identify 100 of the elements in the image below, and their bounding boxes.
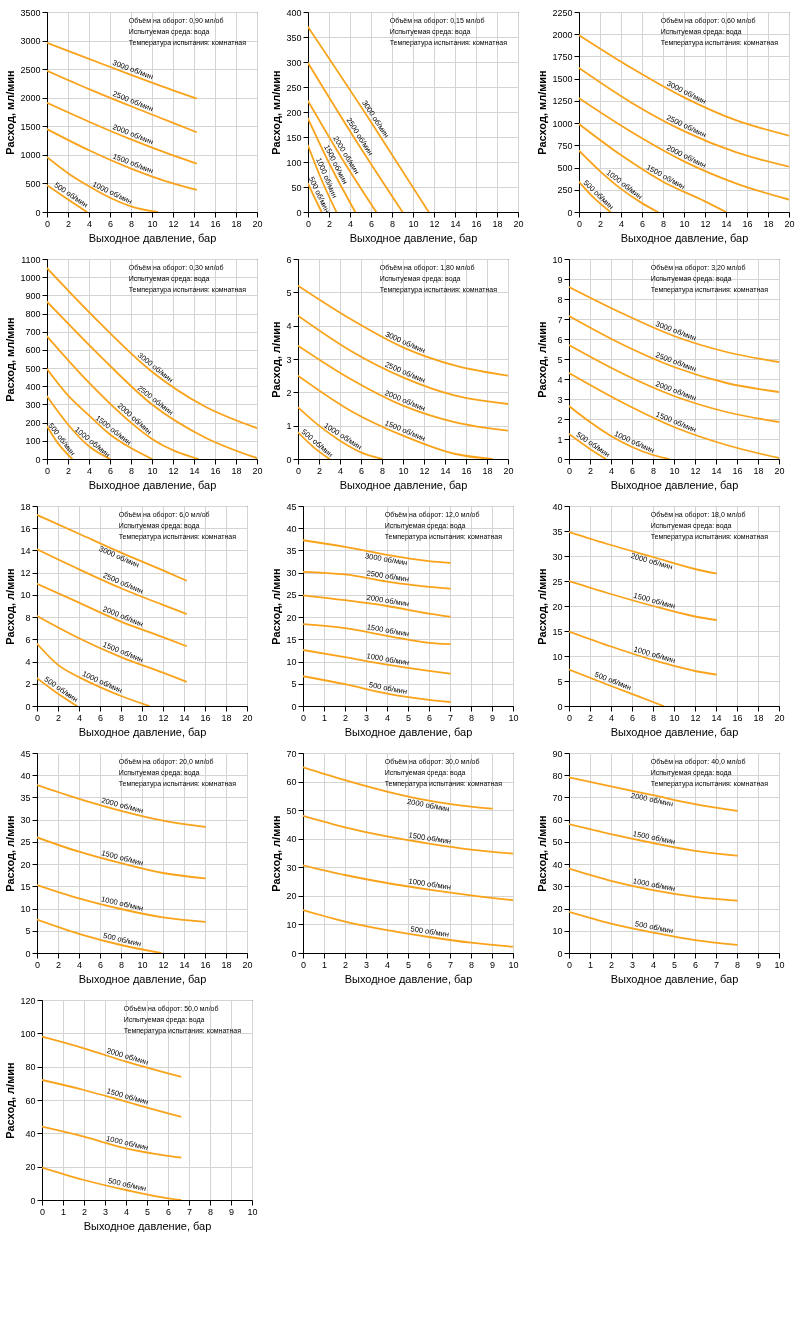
y-tick-label: 750	[557, 140, 573, 151]
x-tick-label: 10	[408, 218, 419, 229]
x-tick-label: 18	[221, 959, 232, 970]
x-tick-label: 16	[210, 218, 221, 229]
y-tick-label: 300	[25, 399, 41, 410]
y-tick-label: 20	[25, 1162, 36, 1173]
x-tick-label: 8	[734, 959, 741, 970]
x-tick-label: 8	[389, 218, 396, 229]
y-axis-title: Расход, л/мин	[536, 568, 549, 645]
x-tick-label: 16	[200, 959, 211, 970]
y-tick-label: 30	[552, 881, 563, 892]
y-tick-label: 40	[286, 523, 297, 534]
x-tick-label: 8	[660, 218, 667, 229]
x-tick-label: 4	[618, 218, 625, 229]
x-tick-label: 2	[65, 218, 72, 229]
line-series	[298, 406, 383, 459]
y-axis-title: Расход, л/мин	[4, 568, 17, 645]
line-series	[303, 909, 513, 948]
line-series	[303, 814, 513, 855]
y-tick-label: 0	[557, 701, 563, 712]
y-tick-label: 9	[557, 274, 563, 285]
x-tick-label: 9	[489, 712, 496, 723]
y-tick-label: 500	[25, 178, 41, 189]
y-tick-label: 60	[552, 815, 563, 826]
y-tick-label: 400	[286, 7, 302, 18]
x-tick-label: 20	[774, 465, 785, 476]
x-tick-label: 2	[597, 218, 604, 229]
y-tick-label: 40	[286, 834, 297, 845]
line-series	[569, 405, 670, 459]
x-axis-title: Выходное давление, бар	[78, 972, 207, 985]
x-axis-title: Выходное давление, бар	[83, 1219, 212, 1232]
x-tick-label: 12	[429, 218, 440, 229]
x-tick-label: 20	[242, 959, 253, 970]
y-tick-label: 300	[286, 57, 302, 68]
y-tick-label: 6	[25, 634, 31, 645]
x-tick-label: 10	[147, 465, 158, 476]
y-tick-label: 20	[552, 601, 563, 612]
line-series	[47, 395, 111, 459]
y-tick-label: 50	[286, 805, 297, 816]
x-tick-label: 18	[221, 712, 232, 723]
x-tick-label: 18	[763, 218, 774, 229]
y-tick-label: 3000	[20, 36, 41, 47]
x-tick-label: 16	[200, 712, 211, 723]
y-tick-label: 4	[25, 657, 31, 668]
y-axis-title: Расход, мл/мин	[270, 70, 283, 155]
line-series	[579, 34, 789, 137]
y-tick-label: 20	[286, 891, 297, 902]
y-tick-label: 8	[25, 612, 31, 623]
x-tick-label: 6	[692, 959, 699, 970]
y-tick-label: 1	[557, 434, 563, 445]
y-tick-label: 12	[20, 568, 31, 579]
line-series	[569, 867, 738, 902]
x-tick-label: 16	[732, 712, 743, 723]
x-tick-label: 8	[207, 1206, 214, 1217]
x-tick-label: 6	[165, 1206, 172, 1217]
x-tick-label: 8	[650, 465, 657, 476]
x-tick-label: 3	[102, 1206, 109, 1217]
y-axis-title: Расход, л/мин	[4, 1062, 17, 1139]
x-tick-label: 14	[711, 712, 722, 723]
x-tick-label: 8	[650, 712, 657, 723]
line-series	[47, 69, 197, 133]
x-tick-label: 4	[86, 465, 93, 476]
y-tick-label: 20	[20, 859, 31, 870]
x-tick-label: 14	[721, 218, 732, 229]
line-series	[42, 1079, 182, 1118]
line-series	[303, 623, 451, 646]
x-tick-label: 4	[384, 712, 391, 723]
y-tick-label: 30	[286, 862, 297, 873]
x-tick-label: 10	[669, 712, 680, 723]
x-tick-label: 9	[489, 959, 496, 970]
y-tick-label: 0	[557, 948, 563, 959]
y-tick-label: 2500	[20, 64, 41, 75]
y-tick-label: 2250	[552, 7, 573, 18]
x-tick-label: 2	[587, 465, 594, 476]
x-tick-label: 14	[711, 465, 722, 476]
x-tick-label: 2	[55, 712, 62, 723]
x-tick-label: 20	[513, 218, 524, 229]
line-series	[47, 368, 153, 459]
y-tick-label: 30	[20, 815, 31, 826]
x-tick-label: 20	[503, 465, 514, 476]
y-tick-label: 3500	[20, 7, 41, 18]
x-tick-label: 10	[679, 218, 690, 229]
line-series	[42, 1125, 182, 1159]
x-tick-label: 14	[189, 465, 200, 476]
y-tick-label: 100	[20, 1028, 36, 1039]
x-tick-label: 18	[482, 465, 493, 476]
line-series	[569, 910, 738, 946]
x-tick-label: 5	[405, 712, 412, 723]
y-tick-label: 1000	[20, 272, 41, 283]
y-tick-label: 1500	[552, 74, 573, 85]
y-tick-label: 1	[286, 421, 292, 432]
line-series	[303, 649, 451, 675]
x-axis-title: Выходное давление, бар	[339, 478, 468, 491]
x-tick-label: 6	[358, 465, 365, 476]
y-tick-label: 80	[25, 1062, 36, 1073]
y-tick-label: 7	[557, 314, 563, 325]
x-tick-label: 10	[147, 218, 158, 229]
y-tick-label: 8	[557, 294, 563, 305]
x-tick-label: 20	[784, 218, 795, 229]
x-tick-label: 10	[508, 712, 519, 723]
